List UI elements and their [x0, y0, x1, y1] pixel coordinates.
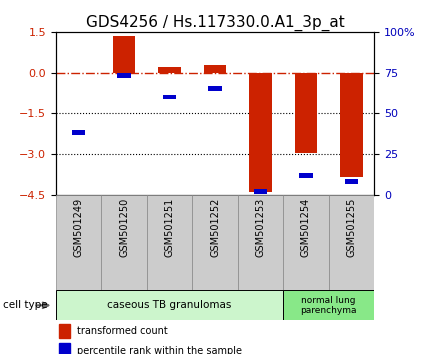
Bar: [340, 73, 363, 177]
FancyBboxPatch shape: [192, 195, 238, 290]
Text: GSM501249: GSM501249: [74, 198, 83, 257]
Bar: [113, 36, 135, 73]
Bar: [163, 95, 176, 99]
FancyBboxPatch shape: [283, 195, 329, 290]
Bar: [249, 73, 272, 192]
Bar: [158, 67, 181, 73]
Text: GSM501252: GSM501252: [210, 198, 220, 257]
Bar: [299, 173, 313, 178]
Bar: [208, 86, 222, 91]
Bar: [59, 324, 70, 338]
Bar: [295, 73, 317, 153]
Bar: [254, 189, 267, 194]
Bar: [204, 65, 226, 73]
Bar: [72, 130, 86, 135]
Text: cell type: cell type: [3, 300, 47, 310]
FancyBboxPatch shape: [56, 195, 101, 290]
Bar: [59, 343, 70, 354]
FancyBboxPatch shape: [101, 195, 147, 290]
FancyBboxPatch shape: [329, 195, 374, 290]
Bar: [344, 179, 358, 184]
Text: GSM501254: GSM501254: [301, 198, 311, 257]
Bar: [117, 73, 131, 78]
Text: GSM501250: GSM501250: [119, 198, 129, 257]
Text: normal lung
parenchyma: normal lung parenchyma: [301, 296, 357, 315]
Text: GSM501253: GSM501253: [255, 198, 265, 257]
Text: percentile rank within the sample: percentile rank within the sample: [77, 346, 242, 354]
FancyBboxPatch shape: [56, 290, 283, 320]
Text: transformed count: transformed count: [77, 326, 167, 336]
Title: GDS4256 / Hs.117330.0.A1_3p_at: GDS4256 / Hs.117330.0.A1_3p_at: [86, 14, 344, 30]
FancyBboxPatch shape: [283, 290, 374, 320]
Text: GSM501251: GSM501251: [165, 198, 175, 257]
FancyBboxPatch shape: [147, 195, 192, 290]
Text: GSM501255: GSM501255: [347, 198, 356, 257]
FancyBboxPatch shape: [238, 195, 283, 290]
Text: caseous TB granulomas: caseous TB granulomas: [108, 300, 232, 310]
